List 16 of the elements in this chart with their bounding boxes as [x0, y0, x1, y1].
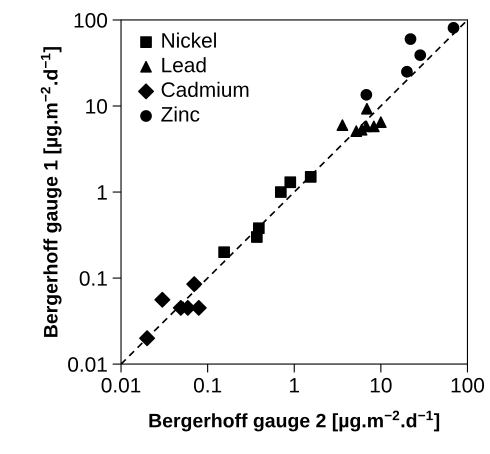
- y-axis-title: Bergerhoff gauge 1 [µg.m$^{−2}$.d$^{−1}$]: [40, 47, 62, 337]
- legend-label: Nickel: [162, 32, 216, 48]
- x-tick-label: 0.1: [194, 378, 222, 393]
- y-tick-label: 10: [86, 99, 108, 114]
- y-tick-label: 0.01: [68, 357, 107, 372]
- x-axis-title: Bergerhoff gauge 2 [µg.m$^{−2}$.d$^{−1}$]: [149, 410, 440, 432]
- x-tick-label: 0.01: [102, 378, 140, 393]
- legend-label: Cadmium: [162, 82, 248, 98]
- x-tick-label: 10: [370, 378, 392, 393]
- y-tick-label: 1: [98, 185, 107, 200]
- legend-label: Lead: [162, 57, 206, 72]
- legend-label: Zinc: [161, 106, 200, 122]
- x-tick-label: 100: [452, 378, 484, 393]
- x-tick-label: 1: [290, 378, 300, 392]
- y-tick-label: 100: [74, 12, 108, 28]
- y-tick-label: 0.1: [80, 271, 107, 286]
